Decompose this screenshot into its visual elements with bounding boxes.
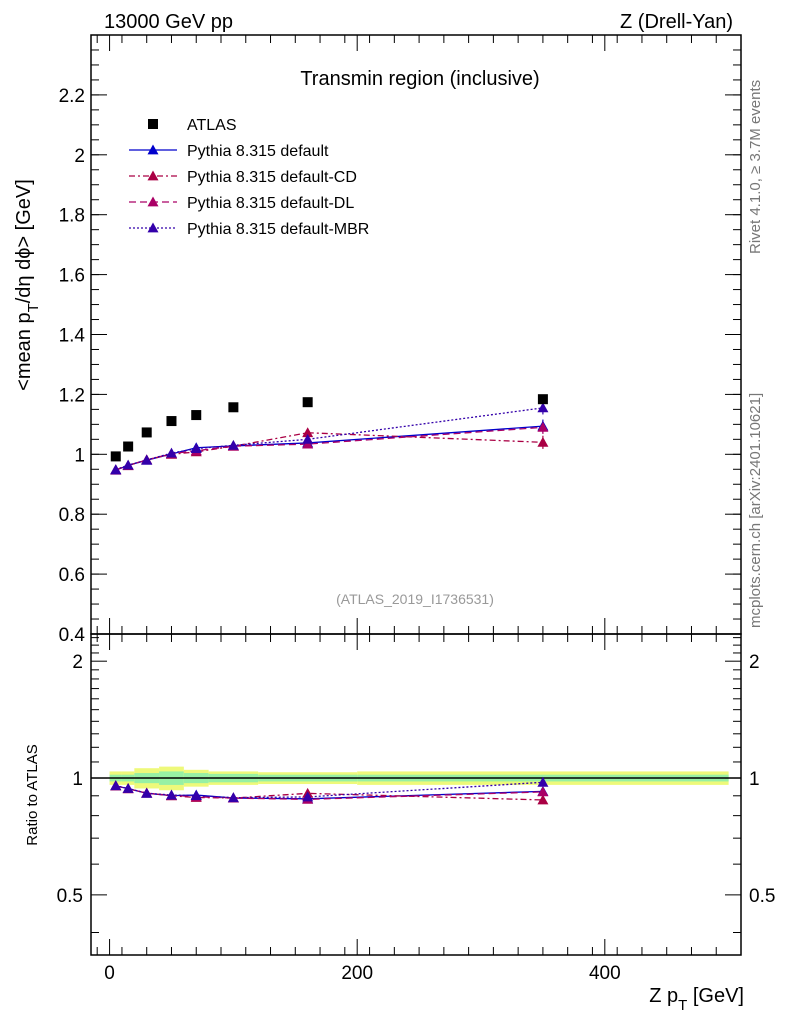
ratio-y-axis-label: Ratio to ATLAS	[24, 744, 41, 845]
ratio-y-tick-label-right: 2	[749, 652, 760, 673]
legend-label: Pythia 8.315 default	[187, 143, 329, 160]
ratio-y-tick-label-right: 0.5	[749, 886, 775, 907]
x-axis-label-unit: [GeV]	[687, 985, 744, 1007]
ratio-y-tick-label: 1	[72, 769, 83, 790]
y-tick-label: 1	[74, 445, 85, 466]
ratio-point	[537, 776, 549, 787]
y-tick-label: 1.8	[59, 206, 85, 227]
ratio-plot-frame	[90, 633, 742, 956]
ratio-point	[165, 789, 177, 800]
header-left: 13000 GeV pp	[104, 11, 233, 33]
ratio-series-group	[110, 776, 549, 805]
series-point	[110, 464, 122, 474]
ratio-point	[227, 792, 239, 803]
legend-label: Pythia 8.315 default-DL	[187, 195, 354, 212]
series-point	[302, 433, 314, 444]
y-tick-label: 1.6	[59, 266, 85, 287]
atlas-data-point	[191, 410, 202, 421]
atlas-data-point	[110, 451, 121, 462]
series-point	[537, 436, 549, 447]
axis-ticks: 0.4 0.6 0.8 1 1.2 1.4 1.6 1.8 2 2.2 0.5 0.5 1 1 2 2 0 200…	[57, 34, 775, 984]
atlas-data-point	[123, 441, 134, 452]
ratio-point	[537, 794, 549, 805]
legend-entry-atlas: ATLAS	[148, 117, 237, 134]
y-axis-label: <mean pT/dη dϕ> [GeV]	[13, 179, 42, 391]
series-layer	[110, 394, 549, 805]
ratio-series-line	[115, 781, 543, 799]
y-tick-label: 0.6	[59, 565, 85, 586]
series-point	[165, 447, 177, 458]
analysis-watermark: (ATLAS_2019_I1736531)	[336, 591, 494, 607]
ratio-uncertainty-band	[91, 766, 741, 791]
legend-entry: Pythia 8.315 default	[129, 143, 329, 160]
x-tick-label: 400	[589, 963, 621, 984]
ratio-y-tick-label: 0.5	[57, 886, 83, 907]
rivet-label: Rivet 4.1.0, ≥ 3.7M events	[747, 80, 764, 254]
y-tick-label: 1.2	[59, 385, 85, 406]
series-line	[115, 426, 543, 471]
ratio-point	[302, 791, 314, 802]
ratio-point	[110, 780, 122, 791]
legend-entry: Pythia 8.315 default-MBR	[129, 221, 369, 238]
header-right: Z (Drell-Yan)	[620, 11, 733, 33]
x-tick-label: 0	[104, 963, 115, 984]
y-tick-label: 1.4	[59, 326, 86, 347]
series-line	[115, 407, 543, 471]
legend-entry: Pythia 8.315 default-CD	[129, 169, 357, 186]
series-point	[190, 443, 202, 454]
series-point	[302, 427, 314, 438]
series-point	[537, 421, 549, 432]
legend-label: Pythia 8.315 default-CD	[187, 169, 357, 186]
atlas-data-point	[166, 416, 177, 427]
ratio-point	[122, 782, 134, 793]
y-axis-label-sub: T	[25, 303, 42, 312]
legend-marker	[147, 170, 159, 181]
legend-label: Pythia 8.315 default-MBR	[187, 221, 369, 238]
atlas-data-point	[141, 427, 152, 438]
series-line	[115, 425, 543, 471]
ratio-y-tick-label: 2	[72, 652, 83, 673]
legend-label-atlas: ATLAS	[187, 117, 237, 134]
series-point	[141, 454, 153, 465]
ratio-point	[190, 790, 202, 801]
mcplots-label: mcplots.cern.ch [arXiv:2401.10621]	[747, 393, 764, 628]
chart-title: Transmin region (inclusive)	[300, 68, 539, 90]
x-axis-label-sub: T	[678, 997, 687, 1014]
legend-marker	[147, 196, 159, 207]
main-series-group	[110, 394, 549, 475]
y-axis-label-rest: /dη dϕ> [GeV]	[13, 179, 35, 303]
y-tick-label: 0.8	[59, 505, 85, 526]
y-tick-label: 2.2	[59, 86, 85, 107]
x-tick-label: 200	[341, 963, 373, 984]
legend: ATLAS Pythia 8.315 default Pythia 8.315 de…	[129, 117, 369, 238]
atlas-data-point	[302, 397, 313, 408]
series-point	[122, 459, 134, 470]
y-tick-label: 0.4	[59, 625, 86, 646]
legend-entry: Pythia 8.315 default-DL	[129, 195, 354, 212]
ratio-point	[141, 787, 153, 798]
atlas-data-point	[537, 394, 548, 405]
y-tick-label: 2	[74, 146, 85, 167]
legend-marker-atlas	[148, 119, 158, 129]
series-point	[227, 439, 239, 450]
legend-marker	[147, 144, 159, 155]
legend-marker	[147, 222, 159, 233]
atlas-data-point	[228, 402, 239, 413]
ratio-y-tick-label-right: 1	[749, 769, 760, 790]
x-axis-label: Z pT [GeV]	[649, 985, 744, 1014]
series-point	[537, 402, 549, 413]
ratio-point	[537, 786, 549, 797]
